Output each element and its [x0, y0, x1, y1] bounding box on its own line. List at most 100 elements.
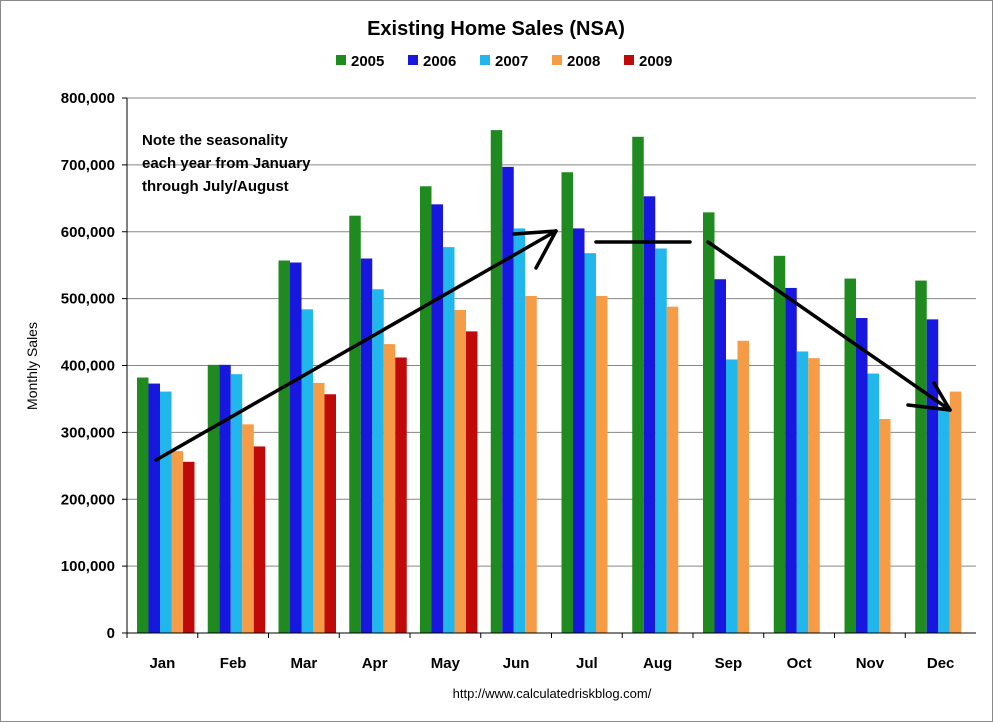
bar-2006-oct	[785, 287, 797, 633]
bar-2005-oct	[773, 255, 786, 633]
bar-2009-may	[466, 331, 478, 633]
bar-2009-mar	[324, 394, 336, 633]
y-tick-label: 400,000	[61, 358, 115, 375]
seasonality-note: Note the seasonality each year from Janua…	[142, 132, 311, 195]
bar-2007-mar	[301, 309, 313, 633]
y-tick-label: 700,000	[61, 157, 115, 174]
bar-2008-feb	[242, 424, 254, 633]
bar-2008-nov	[879, 419, 891, 633]
bar-2006-feb	[219, 364, 231, 633]
down-arrow-line	[706, 240, 952, 412]
bar-2005-jan	[137, 377, 149, 633]
y-tick-label: 800,000	[61, 90, 115, 107]
legend-label-2006: 2006	[423, 53, 456, 70]
bar-2007-aug	[655, 248, 667, 633]
y-tick-label: 600,000	[61, 224, 115, 241]
bar-2008-sep	[737, 340, 749, 633]
legend-label-2008: 2008	[567, 53, 600, 70]
bar-2007-jan	[160, 391, 172, 633]
x-axis-ticks: Jan Feb Mar Apr May Jun Jul Aug Sep Oct Nov Dec	[126, 633, 955, 672]
x-tick-label: Apr	[362, 655, 388, 672]
bar-2008-dec	[949, 391, 962, 633]
x-tick-label: Aug	[643, 655, 672, 672]
bar-2006-mar	[290, 262, 302, 633]
y-tick-label: 500,000	[61, 291, 115, 308]
bar-2007-nov	[867, 373, 879, 633]
bar-2005-may	[420, 186, 432, 633]
x-tick-label: Nov	[856, 655, 885, 672]
x-tick-label: Mar	[291, 655, 318, 672]
bar-2009-jan	[183, 461, 195, 633]
bar-2008-apr	[383, 344, 396, 633]
x-tick-label: Sep	[715, 655, 743, 672]
note-line: through July/August	[142, 178, 289, 195]
bar-2005-aug	[632, 136, 644, 633]
legend-swatch-2005	[336, 55, 346, 65]
legend-swatch-2007	[480, 55, 490, 65]
bars	[137, 130, 962, 634]
bar-2009-feb	[253, 446, 266, 633]
bar-2005-apr	[349, 215, 361, 633]
bar-2008-mar	[313, 382, 325, 633]
bar-2009-apr	[395, 357, 407, 633]
x-tick-label: Dec	[927, 655, 955, 672]
bar-2007-sep	[726, 359, 738, 633]
bar-2006-jan	[148, 383, 160, 633]
bar-2007-jun	[513, 228, 526, 633]
bar-2005-feb	[207, 364, 220, 633]
bar-2008-jun	[525, 295, 537, 633]
legend-label-2009: 2009	[639, 53, 672, 70]
y-axis-ticks: 0 100,000 200,000 300,000 400,000 500,000 600,…	[61, 90, 127, 642]
note-line: Note the seasonality	[142, 132, 289, 149]
bar-2008-jan	[171, 451, 183, 633]
bar-2007-oct	[796, 351, 809, 633]
bar-2007-apr	[372, 289, 384, 633]
bar-2006-nov	[856, 318, 868, 633]
bar-2006-may	[431, 204, 443, 634]
bar-2005-dec	[915, 280, 927, 633]
bar-2006-dec	[926, 319, 939, 633]
bar-2005-nov	[844, 278, 856, 633]
bar-2005-jun	[490, 130, 503, 633]
x-tick-label: Feb	[220, 655, 247, 672]
bar-2007-feb	[230, 374, 243, 633]
source-url: http://www.calculatedriskblog.com/	[453, 686, 652, 701]
x-tick-label: Jan	[149, 655, 175, 672]
bar-2005-mar	[278, 260, 290, 633]
legend-label-2005: 2005	[351, 53, 384, 70]
trend-arrows	[154, 229, 952, 462]
y-axis-label: Monthly Sales	[24, 322, 40, 410]
up-arrow-head	[512, 229, 558, 270]
chart-title: Existing Home Sales (NSA)	[367, 18, 625, 40]
bar-2008-jul	[596, 295, 608, 633]
bar-2006-aug	[643, 196, 656, 633]
legend-swatch-2008	[552, 55, 562, 65]
bar-2006-jul	[573, 228, 585, 633]
x-tick-label: Oct	[787, 655, 812, 672]
y-tick-label: 200,000	[61, 491, 115, 508]
y-tick-label: 100,000	[61, 558, 115, 575]
legend-swatch-2006	[408, 55, 418, 65]
legend-label-2007: 2007	[495, 53, 528, 70]
bar-2005-jul	[561, 172, 573, 633]
up-arrow-line	[154, 229, 558, 462]
axes	[126, 98, 976, 634]
legend: 2005 2006 2007 2008 2009	[336, 53, 672, 70]
legend-swatch-2009	[624, 55, 634, 65]
bar-2008-may	[454, 309, 466, 633]
bar-2005-sep	[703, 212, 715, 633]
bar-2007-dec	[938, 406, 950, 633]
x-tick-label: Jul	[576, 655, 598, 672]
down-arrow-head	[906, 381, 952, 412]
x-tick-label: May	[431, 655, 461, 672]
y-tick-label: 300,000	[61, 424, 115, 441]
x-tick-label: Jun	[503, 655, 530, 672]
bar-2006-sep	[714, 279, 726, 633]
bar-2006-jun	[502, 166, 514, 633]
bar-2007-jul	[584, 253, 596, 633]
bar-2008-oct	[808, 358, 820, 633]
note-line: each year from January	[142, 155, 311, 172]
bar-2008-aug	[666, 306, 679, 633]
y-tick-label: 0	[107, 625, 115, 642]
